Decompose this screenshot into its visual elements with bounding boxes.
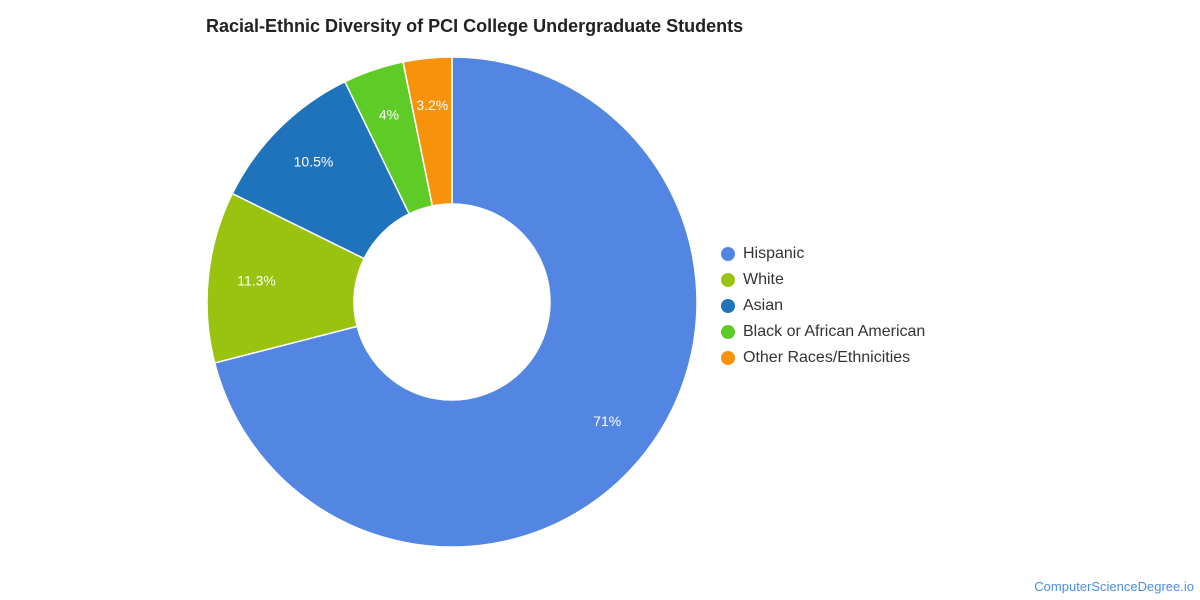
- legend-item[interactable]: Black or African American: [721, 319, 925, 345]
- slice-label: 71%: [593, 413, 621, 429]
- legend-label: Hispanic: [743, 245, 805, 262]
- slice-hispanic[interactable]: [213, 56, 698, 548]
- legend-swatch: [721, 351, 735, 365]
- legend-item[interactable]: White: [721, 267, 925, 293]
- source-link[interactable]: ComputerScienceDegree.io: [1034, 579, 1194, 594]
- legend-label: Black or African American: [743, 323, 926, 340]
- legend-item[interactable]: Asian: [721, 293, 925, 319]
- slice-label: 4%: [379, 107, 399, 123]
- slice-label: 11.3%: [237, 272, 276, 288]
- legend-label: White: [743, 271, 784, 288]
- donut-chart: 71% 11.3% 10.5% 4% 3.2%: [206, 56, 698, 548]
- legend-label: Other Races/Ethnicities: [743, 349, 911, 366]
- slice-asian[interactable]: [231, 80, 411, 260]
- chart-legend: Hispanic White Asian Black or African Ameri…: [721, 241, 925, 371]
- slice-label: 10.5%: [294, 153, 334, 169]
- legend-label: Asian: [743, 297, 784, 314]
- slice-white[interactable]: [206, 192, 366, 364]
- slice-other-races-ethnicities[interactable]: [402, 56, 453, 207]
- chart-title: Racial-Ethnic Diversity of PCI College U…: [206, 16, 744, 36]
- slice-label: 3.2%: [416, 97, 448, 113]
- legend-swatch: [721, 299, 735, 313]
- legend-item[interactable]: Other Races/Ethnicities: [721, 345, 925, 371]
- legend-swatch: [721, 325, 735, 339]
- legend-swatch: [721, 273, 735, 287]
- legend-item[interactable]: Hispanic: [721, 241, 925, 267]
- legend-swatch: [721, 247, 735, 261]
